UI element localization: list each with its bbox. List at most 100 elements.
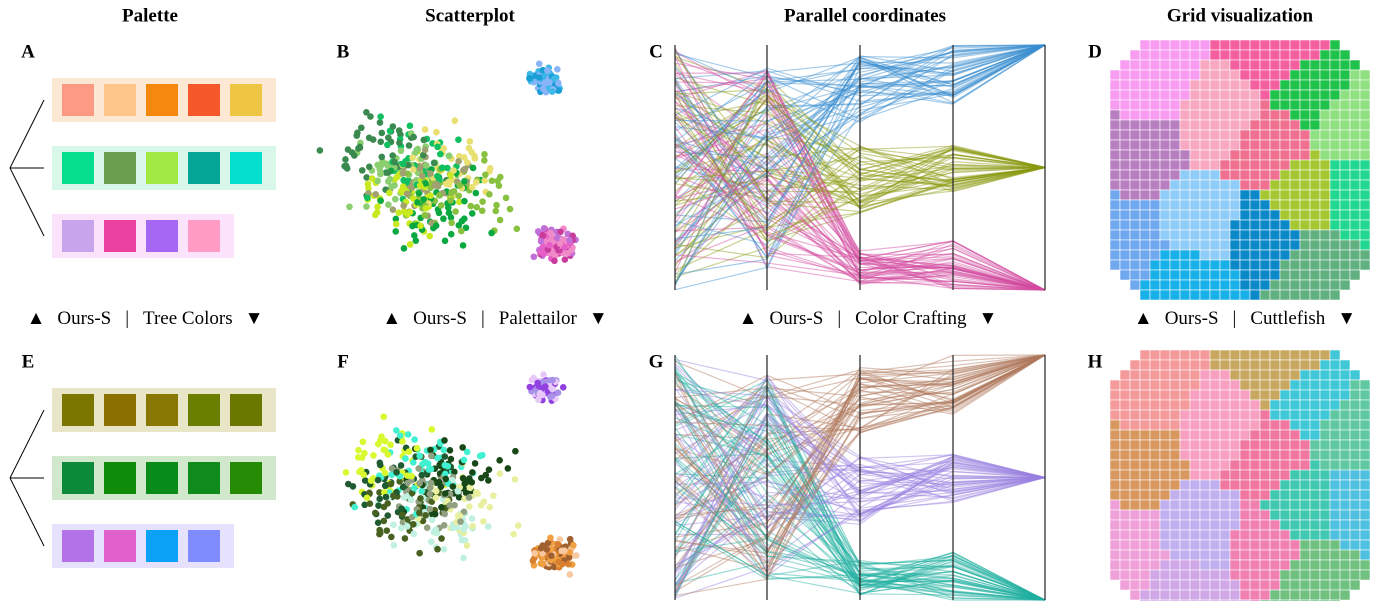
scatter-point [378, 153, 386, 161]
scatter-point [542, 383, 549, 390]
scatter-point [468, 515, 476, 522]
grid-cell [1209, 99, 1221, 111]
grid-cell [1199, 149, 1211, 161]
grid-cell [1179, 529, 1191, 541]
scatter-point [377, 113, 384, 120]
scatter-point [482, 171, 489, 179]
scatter-point [461, 480, 469, 487]
grid-cell [1269, 559, 1281, 571]
scatter-point [493, 201, 500, 209]
grid-cell [1189, 379, 1201, 391]
grid-cell [1199, 439, 1211, 451]
grid-cell [1299, 119, 1311, 131]
grid-cell [1309, 109, 1321, 121]
grid-cell [1239, 379, 1251, 391]
grid-cell [1329, 469, 1341, 481]
grid-cell [1269, 209, 1281, 221]
grid-cell [1129, 449, 1141, 461]
grid-cell [1109, 529, 1121, 541]
scatter-point [447, 455, 455, 463]
grid-cell [1139, 569, 1151, 581]
grid-cell [1259, 569, 1271, 581]
grid-cell [1249, 89, 1261, 101]
scatter-point [460, 153, 468, 161]
grid-cell [1149, 199, 1161, 211]
comparison-label: ▲ Ours-S | Tree Colors ▼ [27, 308, 264, 329]
grid-cell [1359, 399, 1371, 411]
grid-cell [1179, 219, 1191, 231]
grid-cell [1339, 279, 1351, 291]
grid-cell [1149, 279, 1161, 291]
grid-cell [1279, 489, 1291, 501]
grid-cell [1229, 249, 1241, 261]
scatter-point [455, 198, 463, 206]
grid-cell [1359, 379, 1371, 391]
grid-cell [1299, 529, 1311, 541]
grid-cell [1279, 529, 1291, 541]
grid-cell [1339, 379, 1351, 391]
grid-cell [1179, 49, 1191, 61]
grid-cell [1229, 409, 1241, 421]
grid-cell [1199, 359, 1211, 371]
scatter-point [435, 478, 443, 486]
scatter-point [441, 470, 449, 478]
scatter-point [481, 177, 488, 185]
grid-cell [1179, 109, 1191, 121]
grid-cell [1119, 249, 1131, 261]
grid-cell [1289, 419, 1301, 431]
grid-cell [1359, 129, 1371, 141]
grid-cell [1289, 159, 1301, 171]
grid-cell [1199, 189, 1211, 201]
grid-cell [1329, 389, 1341, 401]
grid-cell [1209, 249, 1221, 261]
grid-cell [1219, 49, 1231, 61]
grid-cell [1309, 399, 1321, 411]
grid-cell [1219, 559, 1231, 571]
grid-cell [1269, 489, 1281, 501]
scatter-point [554, 389, 562, 396]
grid-cell [1129, 549, 1141, 561]
scatter-point [385, 134, 392, 141]
grid-cell [1119, 539, 1131, 551]
grid-cell [1329, 69, 1341, 81]
grid-cell [1209, 279, 1221, 291]
grid-cell [1279, 149, 1291, 161]
grid-cell [1309, 449, 1321, 461]
grid-cell [1289, 129, 1301, 141]
scatter-point [485, 477, 492, 484]
grid-cell [1279, 259, 1291, 271]
scatter-point [534, 228, 542, 235]
grid-cell [1269, 419, 1281, 431]
grid-cell [1309, 539, 1321, 551]
grid-cell [1159, 59, 1171, 71]
grid-cell [1189, 59, 1201, 71]
grid-cell [1279, 199, 1291, 211]
grid-cell [1179, 499, 1191, 511]
grid-cell [1129, 209, 1141, 221]
grid-cell [1309, 519, 1321, 531]
grid-cell [1309, 239, 1321, 251]
grid-cell [1289, 199, 1301, 211]
grid-cell [1219, 419, 1231, 431]
grid-cell [1249, 169, 1261, 181]
scatter-point [344, 480, 352, 488]
grid-cell [1259, 289, 1271, 301]
grid-cell [1169, 429, 1181, 441]
grid-cell [1289, 569, 1301, 581]
grid-cell [1279, 459, 1291, 471]
scatter-point [466, 138, 474, 145]
comparison-part: ▼ [979, 308, 998, 329]
scatter-point [465, 144, 473, 152]
scatter-point [438, 503, 445, 511]
grid-cell [1269, 369, 1281, 381]
grid-cell [1239, 189, 1251, 201]
grid-cell [1179, 179, 1191, 191]
grid-cell [1319, 79, 1331, 91]
grid-cell [1279, 269, 1291, 281]
scatter-point [433, 180, 441, 188]
grid-cell [1139, 409, 1151, 421]
grid-cell [1119, 89, 1131, 101]
scatter-point [454, 488, 462, 495]
grid-cell [1309, 359, 1321, 371]
grid-cell [1259, 209, 1271, 221]
